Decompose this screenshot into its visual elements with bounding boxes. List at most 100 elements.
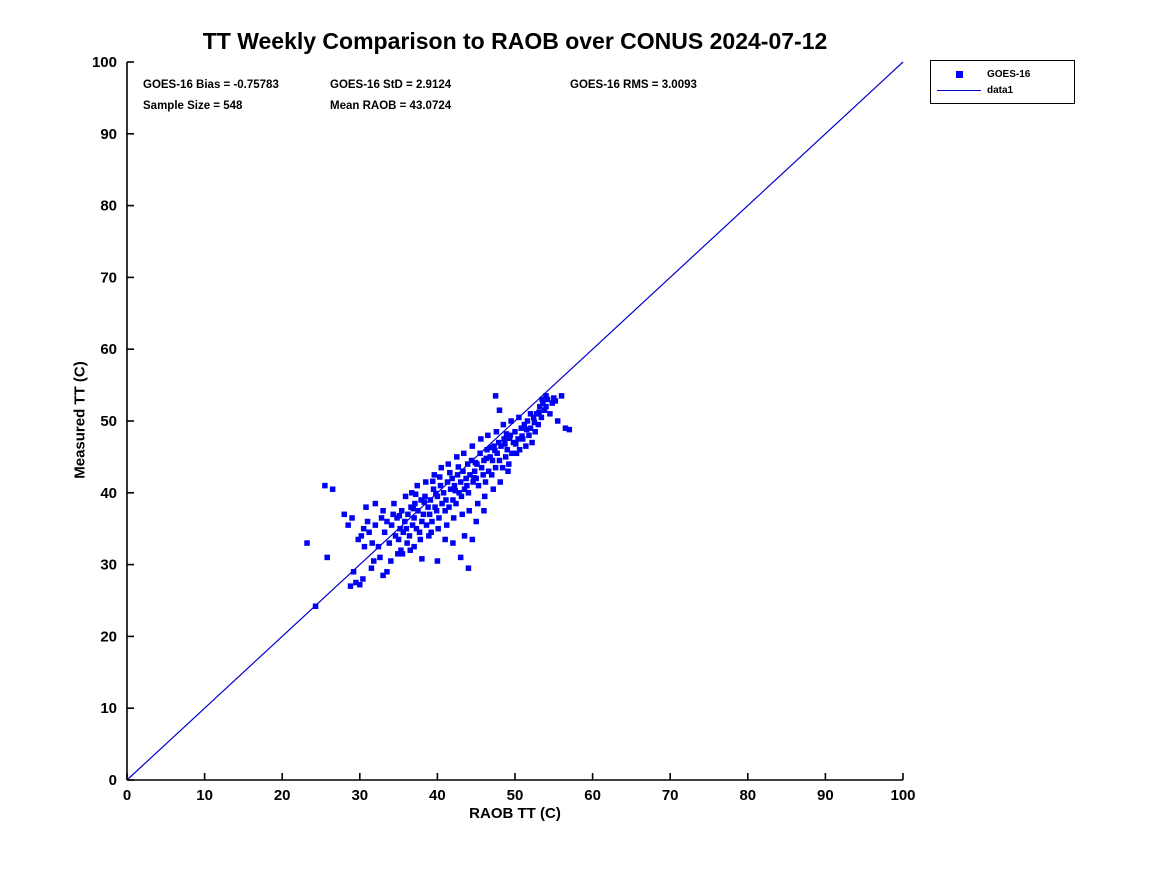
scatter-point (435, 525, 441, 532)
scatter-point (434, 558, 441, 564)
scatter-point (532, 429, 538, 435)
scatter-point (372, 500, 379, 507)
y-tick-label: 70 (100, 269, 117, 286)
scatter-point (419, 556, 425, 562)
scatter-point (473, 518, 479, 525)
scatter-point (513, 441, 519, 447)
scatter-point (399, 551, 406, 557)
scatter-point (547, 411, 553, 417)
scatter-point (437, 482, 444, 489)
scatter-point (388, 558, 394, 564)
y-tick-label: 60 (100, 341, 117, 358)
scatter-point (466, 508, 472, 514)
scatter-point (395, 551, 401, 557)
scatter-point (430, 486, 437, 492)
scatter-point (427, 497, 434, 503)
scatter-point (450, 515, 457, 521)
line-sample-icon (937, 89, 981, 91)
scatter-point (414, 482, 420, 489)
scatter-point (519, 433, 525, 439)
scatter-point (562, 425, 569, 431)
scatter-point (428, 529, 434, 536)
scatter-point (502, 441, 508, 447)
scatter-point (431, 472, 438, 478)
scatter-point (417, 536, 424, 543)
scatter-point (527, 411, 534, 417)
scatter-point (530, 414, 537, 421)
scatter-point (347, 583, 354, 589)
scatter-point (407, 547, 413, 553)
scatter-point (459, 511, 465, 518)
scatter-point (312, 603, 319, 609)
scatter-point (395, 536, 402, 543)
stat-bias: GOES-16 Bias = -0.75783 (143, 79, 279, 91)
scatter-point (445, 461, 452, 467)
scatter-point (329, 486, 336, 492)
scatter-point (520, 436, 526, 442)
chart-title: TT Weekly Comparison to RAOB over CONUS … (202, 28, 828, 54)
y-tick-label: 90 (100, 126, 117, 143)
scatter-point (502, 454, 509, 460)
scatter-point (436, 515, 442, 521)
scatter-point (521, 421, 528, 428)
scatter-point (465, 490, 472, 496)
scatter-point (513, 450, 520, 457)
scatter-point (353, 579, 359, 586)
scatter-point (523, 443, 529, 449)
scatter-point (377, 554, 383, 561)
scatter-point (537, 403, 543, 410)
legend-label-data1: data1 (987, 84, 1014, 96)
legend-label-goes16: GOES-16 (987, 68, 1031, 80)
scatter-point (450, 540, 456, 546)
scatter-point (496, 407, 503, 413)
stat-sample-size: Sample Size = 548 (143, 100, 243, 112)
scatter-point (363, 504, 369, 510)
scatter-point (390, 511, 396, 518)
scatter-point (422, 493, 428, 500)
y-tick-label: 20 (100, 628, 117, 645)
scatter-point (518, 425, 524, 431)
scatter-point (468, 457, 475, 464)
scatter-point (391, 500, 397, 507)
scatter-point (371, 558, 377, 564)
scatter-point (485, 432, 491, 439)
scatter-point (423, 522, 430, 528)
scatter-point (524, 418, 531, 424)
scatter-point (477, 450, 483, 457)
y-axis-label: Measured TT (C) (71, 361, 89, 479)
scatter-point (483, 455, 490, 462)
scatter-point (481, 508, 487, 514)
legend-item-data1: data1 (931, 82, 1074, 98)
scatter-point (449, 475, 455, 482)
scatter-point (471, 474, 477, 481)
scatter-point (487, 454, 493, 460)
scatter-point (543, 403, 549, 410)
scatter-point (412, 500, 418, 507)
x-tick-label: 80 (739, 787, 756, 804)
scatter-point (398, 547, 404, 553)
scatter-point (420, 511, 427, 518)
scatter-point (488, 444, 494, 451)
scatter-point (349, 515, 355, 521)
scatter-point (461, 450, 467, 457)
scatter-point (475, 500, 481, 507)
scatter-point (350, 569, 357, 575)
y-tick-label: 0 (109, 772, 117, 789)
scatter-point (538, 414, 545, 421)
scatter-marker-icon (955, 70, 963, 78)
scatter-point (452, 487, 458, 494)
scatter-point (480, 472, 486, 478)
x-tick-label: 100 (890, 787, 915, 804)
scatter-point (492, 393, 499, 399)
scatter-point (496, 457, 503, 464)
scatter-point (384, 569, 390, 575)
scatter-point (388, 522, 395, 528)
scatter-point (464, 461, 471, 467)
x-tick-label: 10 (196, 787, 213, 804)
scatter-point (509, 450, 515, 457)
scatter-point (413, 525, 420, 532)
scatter-point (409, 522, 416, 528)
scatter-point (402, 518, 408, 525)
